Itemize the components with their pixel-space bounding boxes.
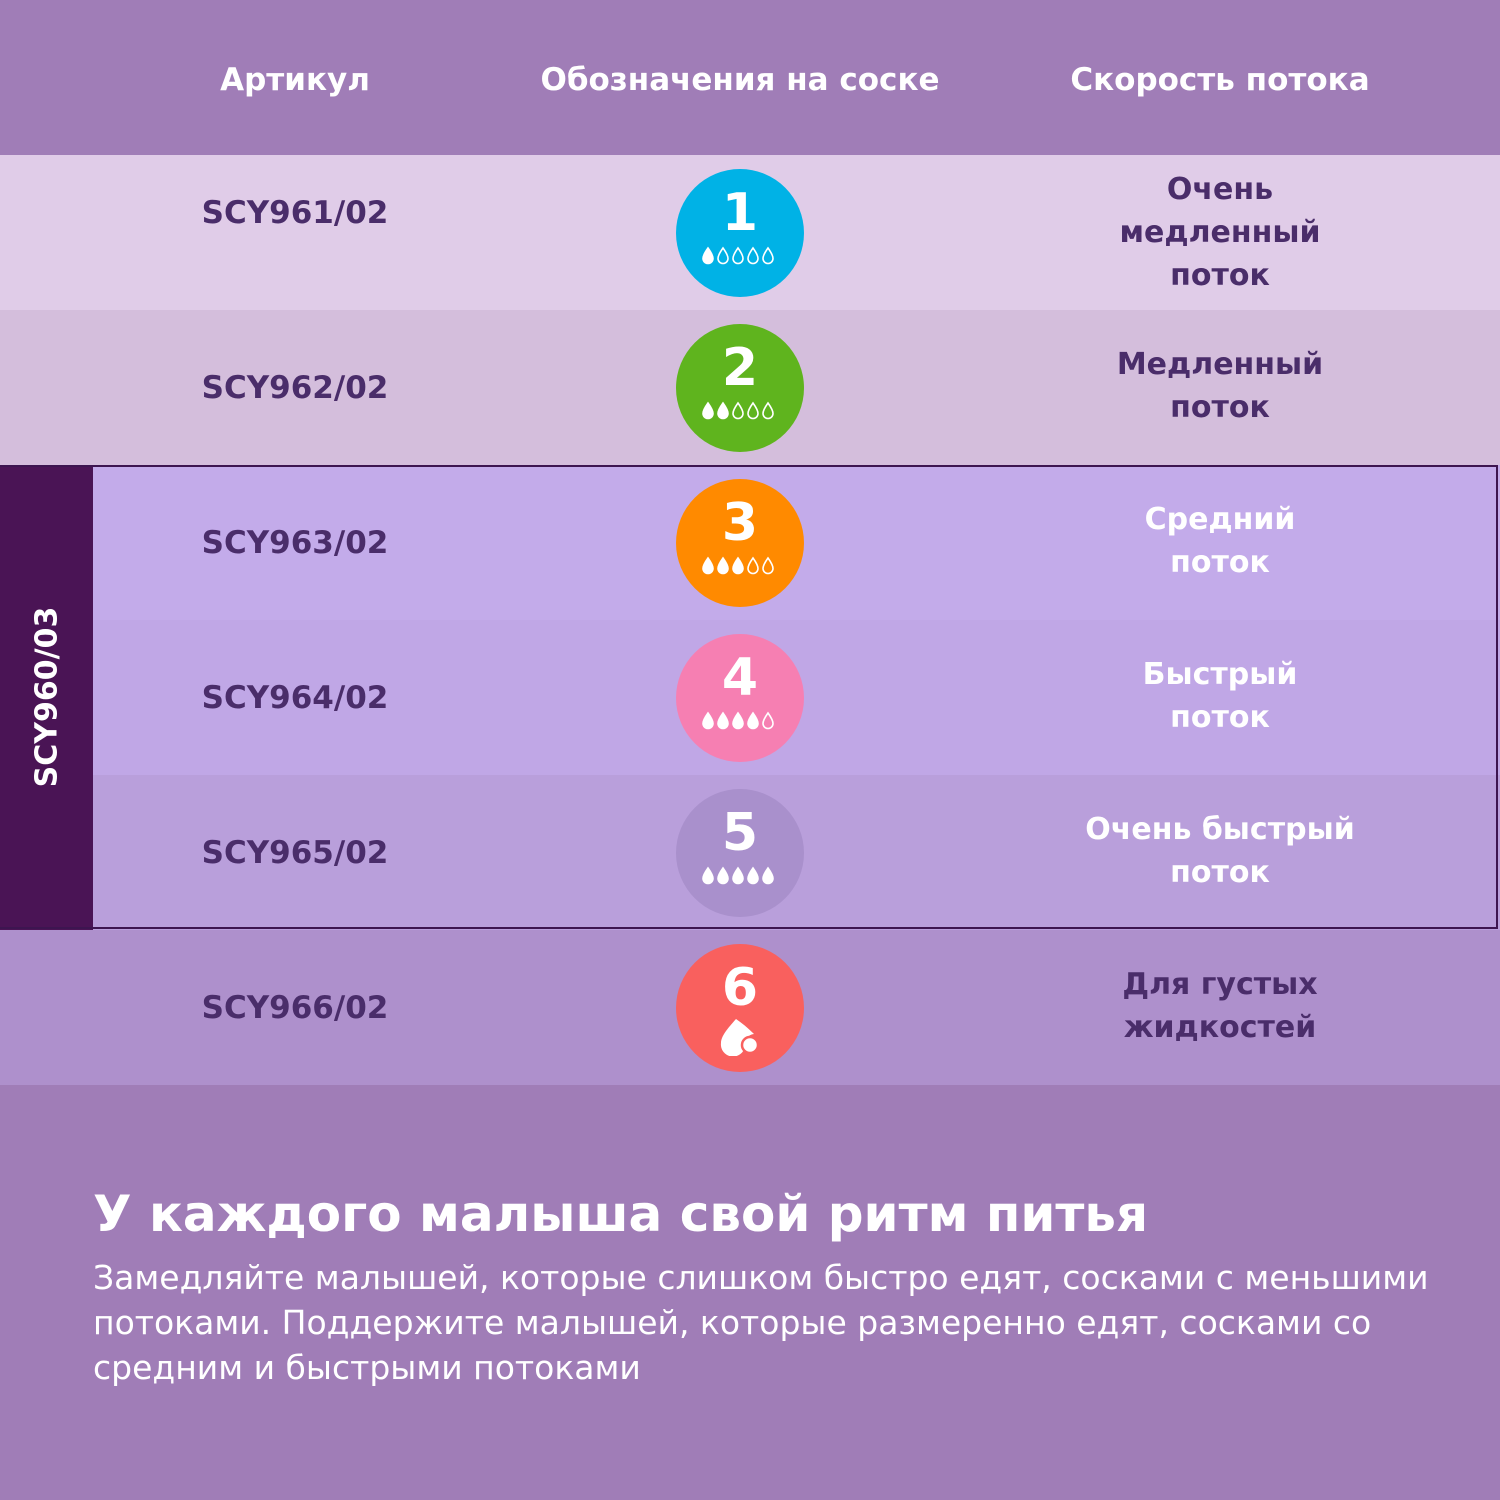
thick-liquid-drop-icon [720,1019,760,1056]
nipple-marking-badge: 5 [676,789,804,917]
speed-line: Для густых [1122,966,1318,1002]
drop-icon [732,246,744,265]
speed-line: поток [1170,258,1270,293]
nipple-marking-badge: 3 [676,479,804,607]
header-speed: Скорость потока [1070,62,1370,98]
article-number: SCY966/02 [201,990,389,1026]
nipple-marking-badge: 6 [676,944,804,1072]
speed-line: поток [1170,389,1270,425]
nipple-marking-badge: 4 [676,634,804,762]
group-bar [0,465,93,930]
nipple-number: 4 [721,648,759,708]
nipple-number: 3 [721,493,759,553]
table-row: SCY963/02 3 Средний поток [0,465,1500,620]
drop-icon [702,556,714,575]
speed-line: поток [1170,544,1270,580]
table-row: SCY966/02 6 Для густых жидкостей [0,930,1500,1085]
header-article: Артикул [220,62,370,98]
article-number: SCY965/02 [201,835,389,871]
flow-drops [702,866,774,885]
drop-icon [747,401,759,420]
flow-speed: Быстрый поток [1040,653,1400,739]
table-row: SCY964/02 4 Быстрый поток [0,620,1500,775]
drop-icon [762,246,774,265]
speed-line: Очень [1166,172,1274,207]
speed-line: жидкостей [1123,1009,1317,1045]
drop-icon [762,866,774,885]
group-label: SCY960/03 [29,606,65,788]
drop-icon [702,246,714,265]
nipple-marking-badge: 2 [676,324,804,452]
flow-drops [702,556,774,575]
nipple-number: 1 [721,183,759,243]
flow-speed: Медленный поток [1040,343,1400,429]
article-number: SCY962/02 [201,370,389,406]
flow-speed: Очень быстрый поток [1040,808,1400,894]
flow-drops [702,711,774,730]
drop-icon [747,711,759,730]
speed-line: Медленный [1116,346,1324,382]
speed-line: Очень быстрый [1085,811,1355,847]
footer-title: У каждого малыша свой ритм питья [93,1185,1149,1243]
speed-line: Средний [1144,501,1296,537]
table-row: SCY962/02 2 Медленный поток [0,310,1500,465]
drop-icon [732,401,744,420]
drop-icon [747,556,759,575]
speed-line: медленный [1119,215,1321,250]
speed-line: поток [1170,854,1270,890]
article-number: SCY961/02 [201,195,389,231]
nipple-number: 2 [721,338,759,398]
drop-icon [747,246,759,265]
flow-drops [702,246,774,265]
drop-icon [717,711,729,730]
drop-icon [717,246,729,265]
drop-icon [732,711,744,730]
nipple-number: 6 [721,958,759,1018]
nipple-number: 5 [721,803,759,863]
drop-icon [732,866,744,885]
drop-icon [717,556,729,575]
table-row: SCY965/02 5 Очень быстрый поток [0,775,1500,930]
footer-description: Замедляйте малышей, которые слишком быст… [93,1258,1429,1387]
drop-icon [717,401,729,420]
article-number: SCY964/02 [201,680,389,716]
drop-icon [702,401,714,420]
drop-icon [762,711,774,730]
drop-icon [732,556,744,575]
table-row: SCY961/02 1 Очень медленный поток [0,155,1500,310]
flow-speed: Средний поток [1040,498,1400,584]
drop-icon [717,866,729,885]
drop-icon [762,556,774,575]
drop-icon [702,711,714,730]
header-marking: Обозначения на соске [540,62,940,98]
article-number: SCY963/02 [201,525,389,561]
group-outline [0,465,1498,929]
drop-icon [702,866,714,885]
drop-icon [762,401,774,420]
flow-speed: Для густых жидкостей [1040,963,1400,1049]
speed-line: Быстрый [1142,656,1298,692]
nipple-marking-badge: 1 [676,169,804,297]
speed-line: поток [1170,699,1270,735]
drop-icon [747,866,759,885]
flow-drops [702,401,774,420]
flow-speed: Очень медленный поток [1040,168,1400,297]
